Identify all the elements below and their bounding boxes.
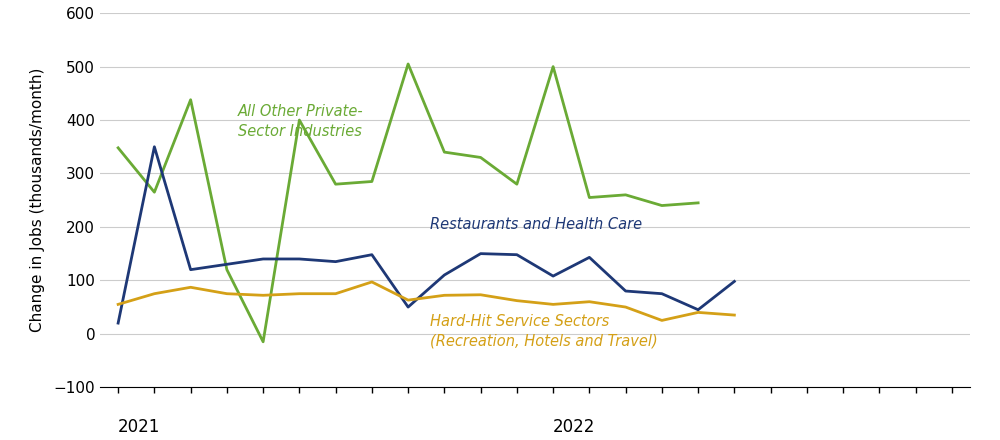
Text: Restaurants and Health Care: Restaurants and Health Care	[430, 217, 642, 232]
Text: All Other Private-
Sector Industries: All Other Private- Sector Industries	[238, 104, 363, 139]
Text: Hard-Hit Service Sectors
(Recreation, Hotels and Travel): Hard-Hit Service Sectors (Recreation, Ho…	[430, 314, 658, 349]
Y-axis label: Change in Jobs (thousands/month): Change in Jobs (thousands/month)	[30, 68, 45, 332]
Text: 2022: 2022	[553, 418, 596, 436]
Text: 2021: 2021	[118, 418, 160, 436]
